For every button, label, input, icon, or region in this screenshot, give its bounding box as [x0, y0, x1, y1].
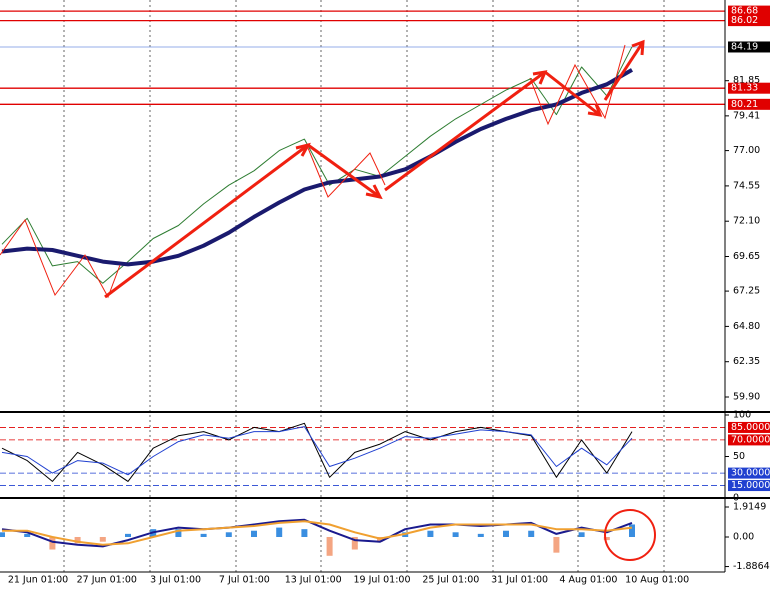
y-tick-label: 64.80 [733, 321, 760, 332]
trend-arrow [307, 143, 381, 199]
y-tick-label: 62.35 [733, 356, 760, 367]
trend-arrow [104, 143, 309, 299]
level-label: 15.0000 [731, 480, 770, 491]
y-tick-label: 1.9149 [733, 501, 766, 512]
level-label-box [728, 82, 770, 94]
histogram-bar [276, 527, 283, 537]
y-tick-label: 79.41 [733, 110, 760, 121]
trend-arrow [384, 70, 546, 192]
level-label-box [728, 480, 770, 492]
y-tick-label: 59.90 [733, 392, 760, 403]
histogram-bar [175, 529, 182, 537]
y-tick-label: 100 [733, 410, 751, 421]
zigzag [307, 147, 386, 198]
histogram-bar [0, 532, 5, 537]
series-line [2, 520, 633, 546]
histogram-bar [578, 532, 585, 537]
histogram-bar [200, 533, 207, 537]
histogram-bar [477, 533, 484, 537]
x-tick-label: 10 Aug 01:00 [625, 575, 689, 586]
arrow-head [365, 184, 383, 200]
histogram-bar [528, 530, 535, 537]
y-tick-label: 50 [733, 451, 745, 462]
x-tick-label: 19 Jul 01:00 [354, 575, 411, 586]
x-tick-label: 7 Jul 01:00 [219, 575, 270, 586]
x-tick-label: 4 Aug 01:00 [559, 575, 617, 586]
histogram-bar [427, 530, 434, 537]
histogram-bar [503, 530, 509, 537]
histogram-bar [49, 536, 56, 550]
series-line [1, 68, 633, 267]
level-label-box [728, 98, 770, 110]
level-label: 70.0000 [731, 434, 770, 445]
y-tick-label: 67.25 [733, 286, 760, 297]
x-tick-label: 3 Jul 01:00 [150, 575, 201, 586]
histogram-bar [99, 536, 106, 542]
time-grid [63, 0, 665, 572]
histogram-bar [553, 536, 560, 553]
zigzag [0, 218, 121, 299]
level-label-box [728, 41, 770, 53]
level-label: 30.0000 [731, 468, 770, 479]
annotations [0, 39, 656, 561]
histogram-bar [629, 524, 635, 537]
x-tick-label: 21 Jun 01:00 [8, 575, 68, 586]
histogram-bar [326, 536, 333, 556]
histogram-bar [225, 532, 232, 537]
level-label: 81.33 [731, 83, 758, 94]
histogram-bar [301, 529, 308, 537]
histogram-bar [452, 532, 459, 537]
arrow-head [587, 103, 603, 117]
histogram-bar [603, 536, 610, 541]
level-label-box [728, 467, 770, 479]
histogram-bar [24, 533, 31, 537]
x-tick-label: 27 Jun 01:00 [77, 575, 137, 586]
x-tick-label: 31 Jul 01:00 [491, 575, 548, 586]
y-tick-label: -1.8864 [733, 561, 770, 572]
y-tick-label: 72.10 [733, 216, 760, 227]
histogram-bar [251, 530, 257, 537]
y-tick-label: 74.55 [733, 180, 760, 191]
level-label: 86.02 [731, 15, 758, 26]
x-tick-label: 25 Jul 01:00 [422, 575, 479, 586]
level-label-box [728, 421, 770, 433]
series-line [1, 46, 633, 284]
x-tick-label: 13 Jul 01:00 [285, 575, 342, 586]
histogram-bar [74, 536, 81, 544]
y-tick-label: 69.65 [733, 251, 760, 262]
level-label: 85.0000 [731, 422, 770, 433]
level-label: 86.68 [731, 6, 758, 17]
series-line [1, 426, 633, 476]
histogram-bar [351, 536, 358, 550]
y-tick-label: 81.85 [733, 75, 760, 86]
level-label: 84.19 [731, 41, 758, 52]
zigzag [529, 44, 626, 126]
trend-arrow [544, 70, 601, 117]
highlight-circle [604, 509, 656, 561]
series-line [1, 422, 633, 482]
level-label: 80.21 [731, 99, 758, 110]
level-label-box [728, 434, 770, 446]
panel-frames [0, 0, 770, 573]
trend-arrow [603, 41, 645, 101]
level-label-box [728, 15, 770, 27]
arrow-head [631, 39, 645, 56]
histogram-bar [125, 533, 131, 537]
y-tick-label: 0.00 [733, 531, 754, 542]
y-tick-label: 77.00 [733, 145, 760, 156]
level-label-box [728, 5, 770, 17]
plot-layer: 81.85 79.41 77.00 74.55 72.10 69.65 67.25 64.80… [0, 5, 770, 586]
